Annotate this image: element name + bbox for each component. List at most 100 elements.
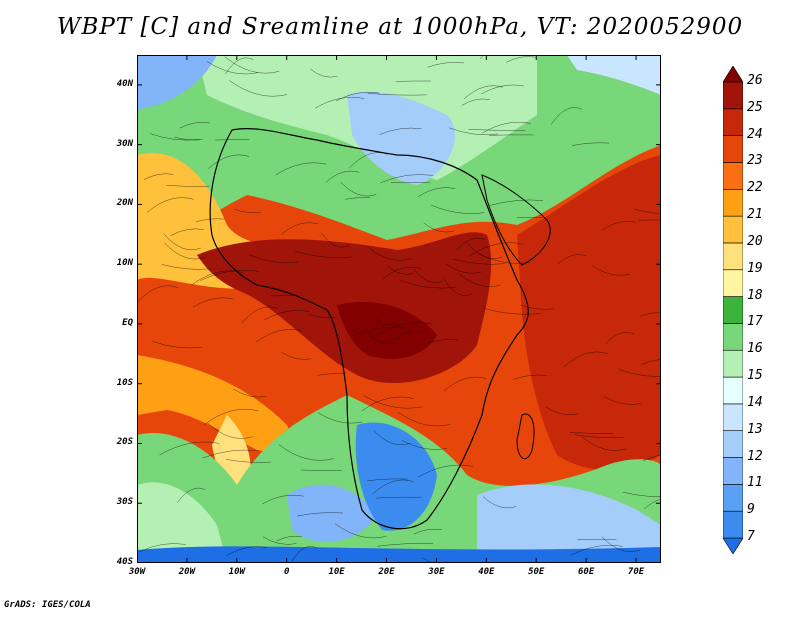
field-south-deep	[355, 422, 437, 531]
streamline	[366, 478, 408, 482]
colorbar-level-label: 22	[747, 180, 763, 196]
field-south-strip	[137, 546, 661, 563]
streamline	[249, 254, 299, 264]
streamline	[422, 557, 433, 563]
streamline	[581, 436, 627, 451]
streamline	[373, 430, 411, 446]
lat-tick-label: EQ	[122, 317, 133, 328]
streamline	[397, 411, 451, 427]
colorbar-level-label: 11	[747, 475, 763, 491]
field-northeast	[567, 55, 661, 95]
streamline	[571, 142, 610, 146]
streamline	[569, 432, 614, 434]
streamline	[177, 487, 206, 503]
streamline	[550, 107, 583, 125]
colorbar-segment	[723, 484, 743, 512]
lon-tick-label: 30E	[428, 567, 445, 577]
colorbar-level-label: 24	[747, 126, 763, 142]
streamline	[379, 127, 422, 135]
streamline	[208, 154, 250, 169]
streamline	[192, 297, 233, 308]
streamline	[163, 242, 206, 260]
streamline	[317, 373, 347, 376]
streamline	[291, 545, 317, 563]
streamline	[591, 265, 630, 276]
colorbar-level-label: 12	[747, 448, 763, 464]
colorbar-level-label: 20	[747, 233, 763, 249]
streamline	[349, 152, 388, 169]
map-title: WBPT [C] and Sreamline at 1000hPa, VT: 2…	[56, 14, 744, 40]
streamline	[619, 369, 661, 377]
field-north-blue	[347, 91, 456, 185]
streamline	[262, 536, 297, 545]
streamline	[276, 535, 303, 542]
grads-credit: GrADS: IGES/COLA	[4, 600, 91, 610]
field-north-blue-2	[137, 55, 217, 110]
lat-tick-label: 30N	[116, 138, 133, 149]
streamline	[418, 187, 456, 197]
streamline	[372, 479, 414, 495]
streamline	[380, 174, 433, 183]
streamline	[308, 314, 337, 319]
streamline	[461, 98, 490, 106]
streamline	[229, 80, 288, 97]
lon-tick-label: 70E	[627, 567, 645, 577]
streamline	[233, 388, 267, 398]
streamline	[369, 333, 395, 345]
streamline	[275, 162, 327, 176]
streamline	[334, 523, 387, 539]
streamline	[401, 440, 448, 450]
streamline	[640, 359, 661, 365]
streamline	[226, 546, 267, 556]
streamline	[195, 218, 225, 222]
streamline	[146, 197, 194, 213]
colorbar-segment	[723, 81, 743, 110]
streamline	[163, 233, 201, 251]
colorbar-level-label: 14	[747, 394, 763, 410]
colorbar-level-label: 7	[747, 529, 755, 544]
colorbar-level-label: 21	[747, 207, 763, 223]
colorbar-level-label: 19	[747, 260, 763, 276]
streamline	[377, 543, 434, 547]
lon-tick-label: 20E	[378, 567, 395, 577]
streamline	[294, 250, 352, 258]
streamline	[166, 185, 210, 187]
map-panel	[137, 55, 661, 563]
streamline	[571, 545, 623, 556]
colorbar-level-label: 15	[747, 368, 763, 384]
streamline	[481, 84, 524, 95]
streamline	[241, 306, 278, 324]
streamline	[467, 243, 503, 259]
streamline	[200, 269, 259, 281]
streamline	[296, 512, 344, 517]
streamline	[444, 376, 487, 391]
streamline	[634, 208, 661, 215]
streamline	[138, 543, 186, 553]
streamline	[482, 121, 531, 134]
lon-tick-label: 40E	[478, 567, 495, 577]
streamline	[137, 285, 179, 303]
colorbar-segment	[723, 135, 743, 163]
streamline	[369, 312, 397, 326]
streamline	[468, 129, 526, 131]
colorbar-segment	[723, 269, 743, 297]
colorbar-level-label: 25	[747, 99, 763, 115]
streamline	[574, 434, 624, 439]
colorbar-segment	[723, 457, 743, 485]
lat-tick-label: 40S	[116, 557, 133, 567]
wbpt-map	[137, 55, 661, 563]
streamline	[340, 181, 377, 197]
streamline	[563, 351, 608, 368]
streamline	[161, 264, 211, 270]
streamline	[143, 173, 174, 180]
streamline	[325, 170, 360, 183]
field-south-blue	[287, 484, 377, 542]
streamline	[152, 341, 203, 349]
streamline	[207, 422, 253, 439]
streamline	[361, 396, 414, 412]
lon-tick-label: 10W	[228, 567, 245, 577]
streamline	[431, 204, 485, 214]
colorbar-segment	[723, 430, 743, 458]
streamline	[264, 310, 310, 321]
field-southeast-blue	[477, 484, 661, 563]
